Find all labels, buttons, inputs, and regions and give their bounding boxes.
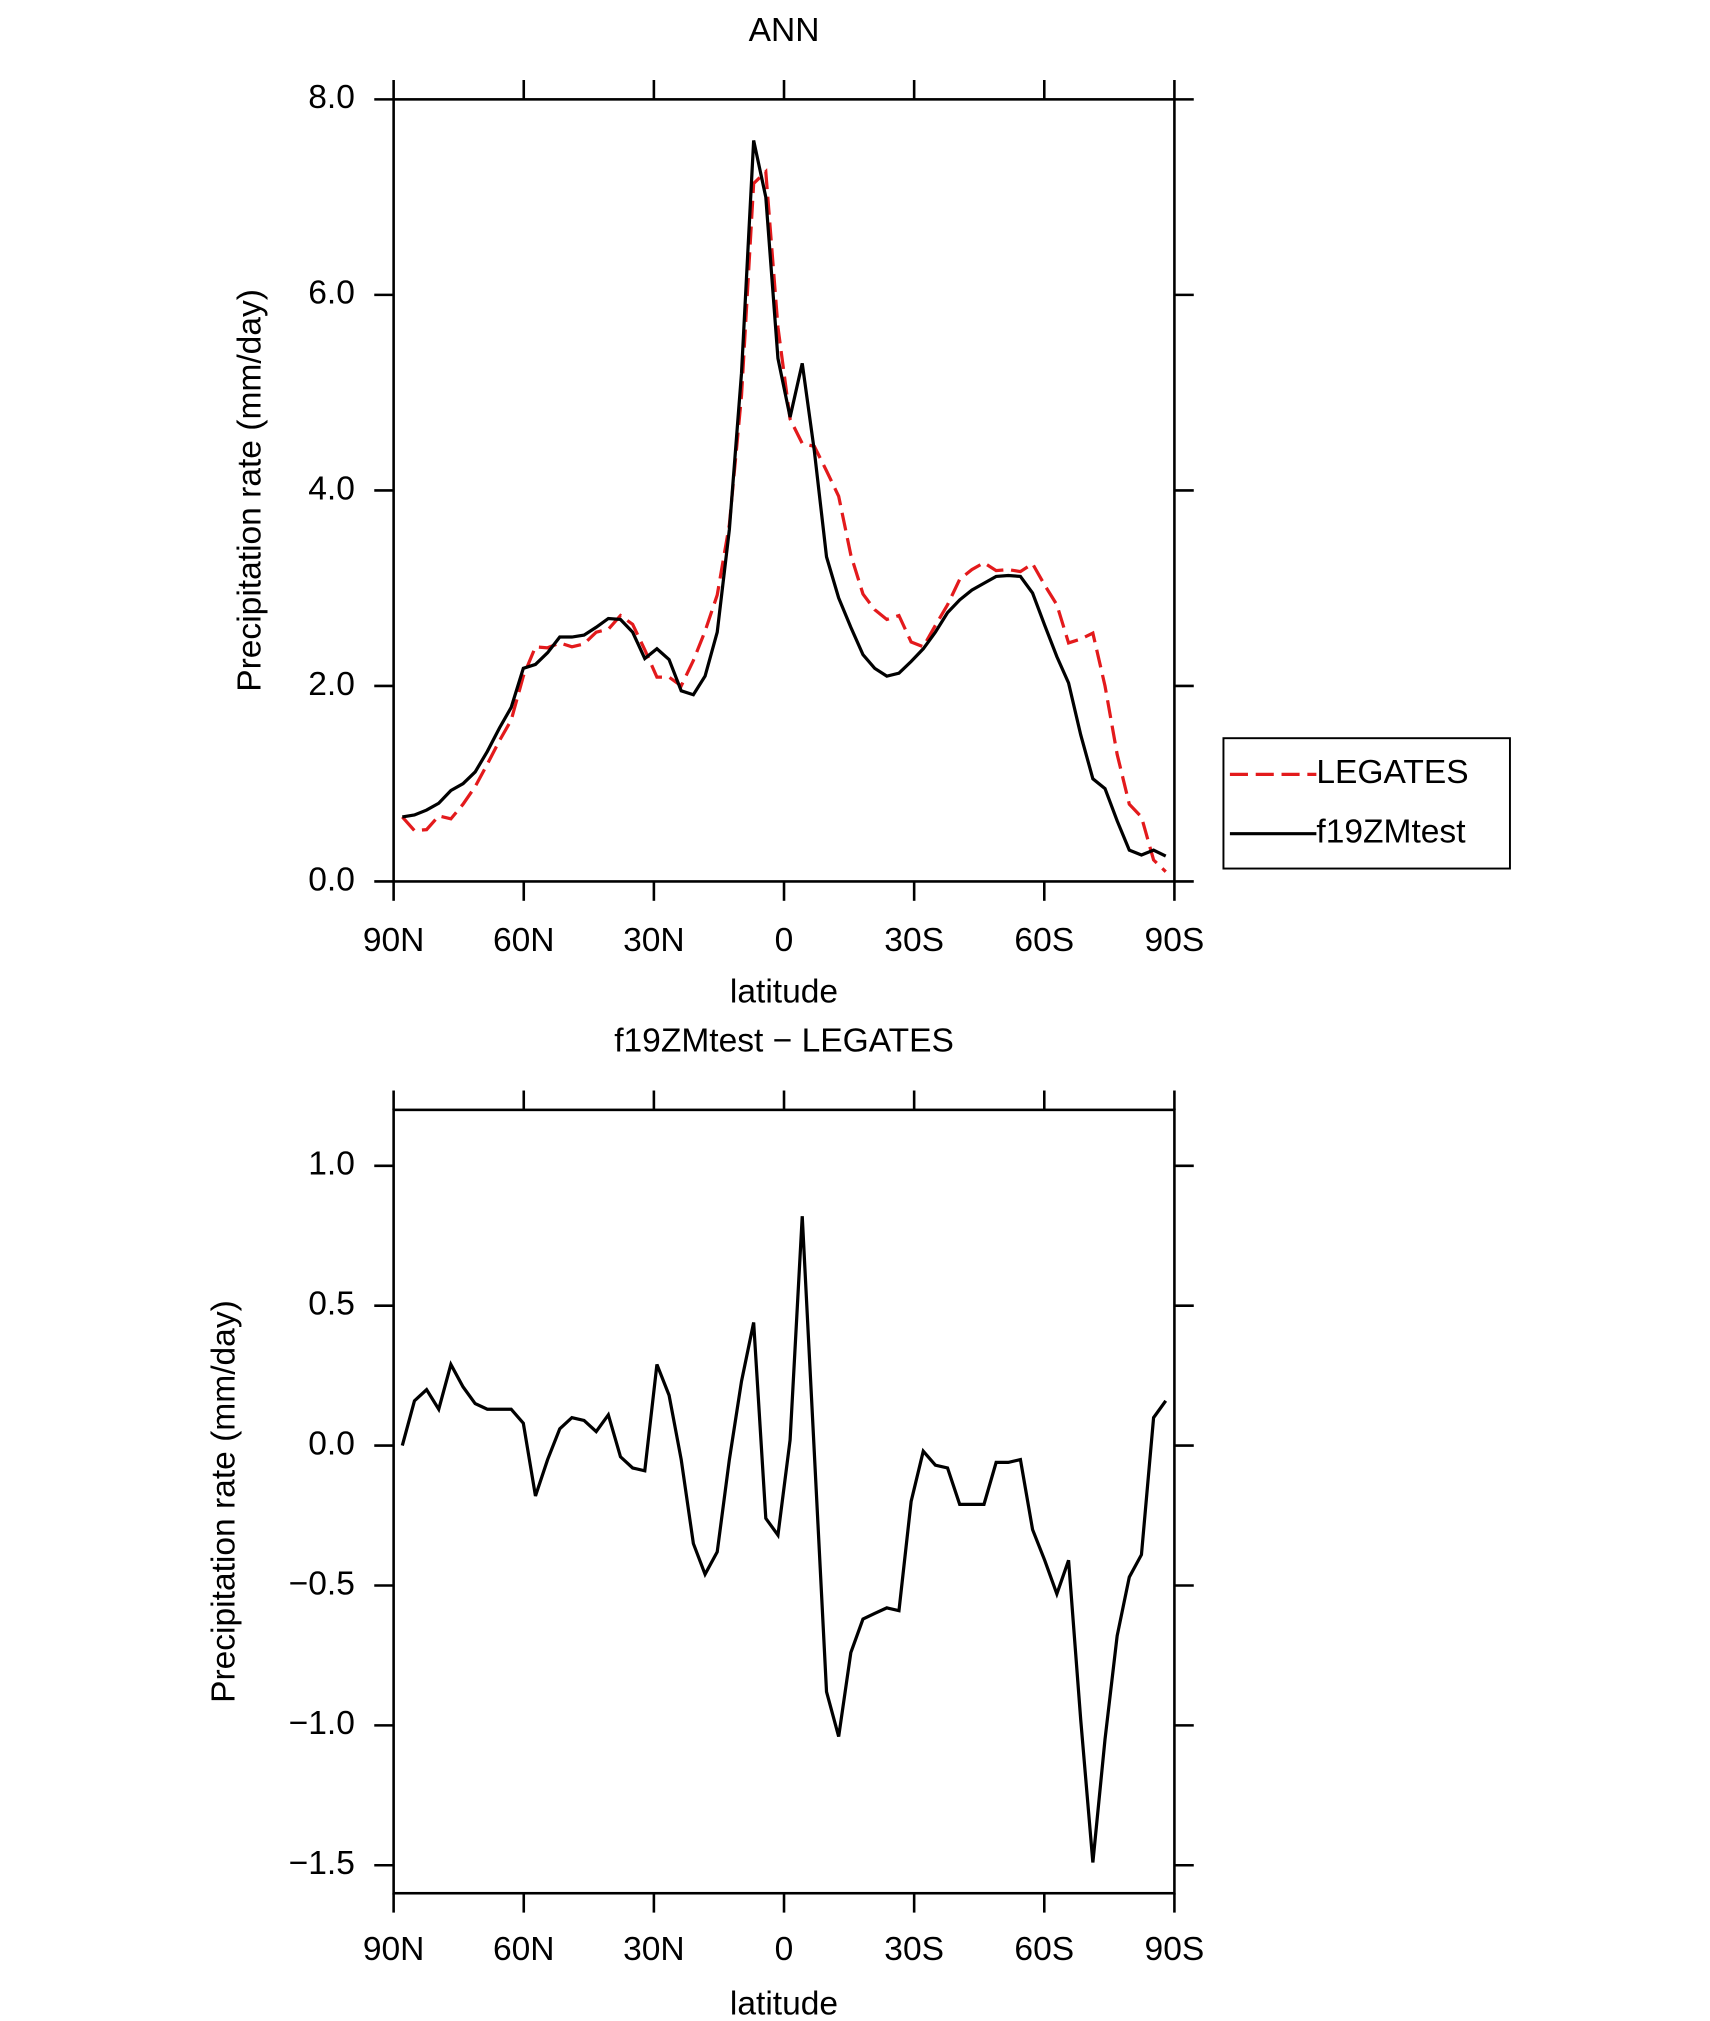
x-tick-label: 60N [493, 922, 555, 959]
x-tick-label: 90N [363, 1931, 425, 1968]
x-tick-label: 90N [363, 922, 425, 959]
y-axis-label: Precipitation rate (mm/day) [206, 1300, 243, 1703]
x-tick-label: 30S [884, 922, 944, 959]
y-tick-label: 2.0 [308, 666, 355, 703]
y-tick-label: 0.5 [308, 1286, 355, 1323]
plot-frame [392, 98, 1176, 883]
y-tick-label: −1.0 [289, 1705, 355, 1742]
x-tick-label: 60S [1014, 922, 1074, 959]
chart-title: ANN [749, 12, 820, 49]
y-tick-label: −0.5 [289, 1565, 355, 1602]
data-line [400, 1216, 1168, 1863]
x-axis-label: latitude [730, 1985, 838, 2021]
x-tick-label: 90S [1145, 1931, 1205, 1968]
data-line [401, 168, 1167, 873]
y-tick-label: 4.0 [308, 470, 355, 507]
y-tick-label: 1.0 [308, 1146, 355, 1183]
y-tick-label: 0.0 [308, 1425, 355, 1462]
x-tick-label: 30N [623, 1931, 685, 1968]
y-axis-label: Precipitation rate (mm/day) [232, 289, 269, 692]
chart-title: f19ZMtest − LEGATES [614, 1023, 954, 1060]
x-axis-label: latitude [730, 974, 838, 1011]
legend-label: f19ZMtest [1316, 814, 1466, 851]
y-tick-label: 0.0 [308, 861, 355, 898]
data-line [402, 140, 1167, 858]
x-tick-label: 0 [775, 922, 794, 959]
y-tick-label: 8.0 [308, 79, 355, 116]
x-tick-label: 30S [884, 1931, 944, 1968]
x-tick-label: 90S [1145, 922, 1205, 959]
legend-box [1222, 737, 1511, 870]
y-tick-label: −1.5 [289, 1845, 355, 1882]
x-tick-label: 0 [775, 1931, 794, 1968]
x-tick-label: 60N [493, 1931, 555, 1968]
y-tick-label: 6.0 [308, 275, 355, 312]
legend-label: LEGATES [1316, 754, 1468, 791]
x-tick-label: 30N [623, 922, 685, 959]
x-tick-label: 60S [1014, 1931, 1074, 1968]
plot-frame [392, 1108, 1176, 1895]
